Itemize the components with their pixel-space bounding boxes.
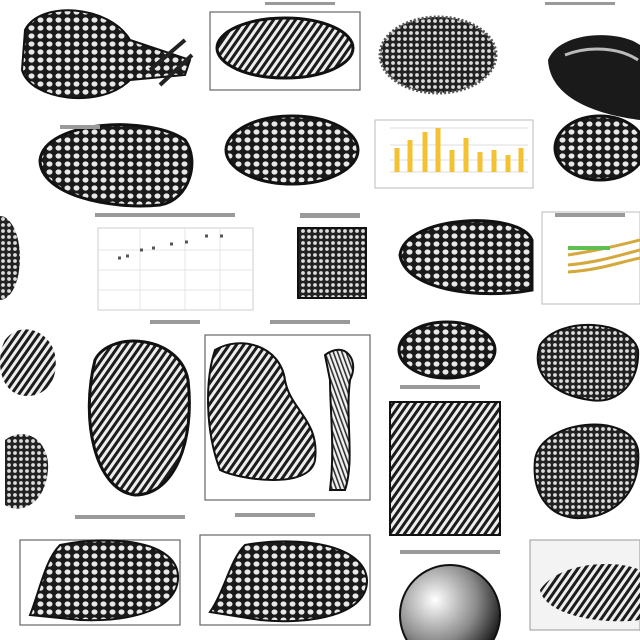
illustration (38, 123, 194, 208)
caption-blur (75, 515, 185, 519)
illustration (207, 342, 317, 481)
grid-lines (98, 228, 253, 310)
illustration (537, 324, 640, 402)
caption-blur (545, 2, 615, 5)
illustration (540, 564, 640, 622)
scatter-panel (97, 227, 254, 311)
illustration (0, 329, 56, 396)
caption-blur (265, 2, 335, 5)
illustration (378, 15, 498, 95)
caption-blur (150, 320, 200, 324)
illustration (297, 227, 367, 299)
caption-blur (400, 385, 480, 389)
illustration (87, 339, 191, 497)
caption-blur (95, 213, 235, 217)
chart-bars (394, 128, 524, 172)
illustration (323, 348, 355, 491)
scatter-dots (118, 234, 223, 260)
caption-blur (235, 513, 315, 517)
illustration (389, 401, 501, 536)
illustration (148, 38, 194, 87)
illustration (215, 16, 355, 80)
grid-lines (390, 127, 528, 173)
illustration-frame (209, 11, 361, 91)
illustration (20, 9, 192, 100)
captions (60, 2, 625, 554)
illustration (28, 539, 180, 622)
caption-blur (400, 550, 500, 554)
illustration-frame (199, 534, 371, 626)
illustration (564, 47, 639, 62)
illustration-frame (204, 334, 371, 501)
caption-blur (300, 213, 360, 218)
illustration (0, 216, 20, 300)
illustration (208, 540, 369, 623)
illustrations (0, 9, 640, 640)
illustration (5, 434, 49, 509)
illustration (398, 219, 534, 296)
caption-blur (60, 125, 100, 129)
illustration (533, 423, 640, 520)
caption-blur (270, 320, 350, 324)
chart-frame (97, 227, 254, 311)
illustration (553, 114, 640, 182)
caption-blur (555, 213, 625, 217)
illustration (548, 35, 640, 120)
illustration (397, 320, 497, 380)
illustration (224, 114, 360, 186)
small-chart (374, 119, 534, 189)
illustration (399, 564, 501, 640)
illustration-frame (541, 211, 640, 305)
